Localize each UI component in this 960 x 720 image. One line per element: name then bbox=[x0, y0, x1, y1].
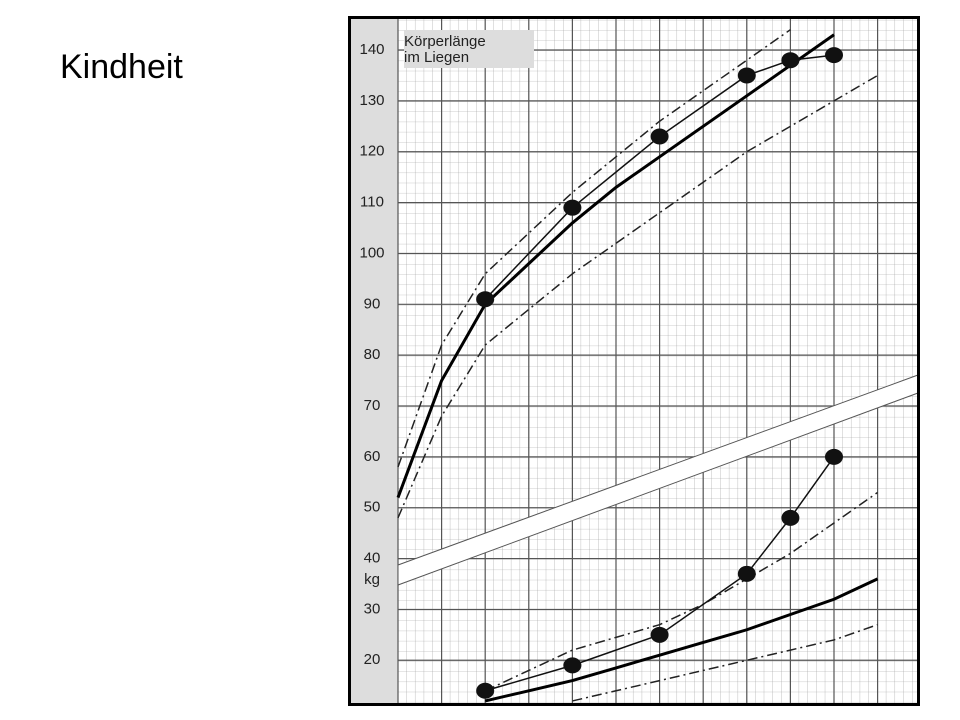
data-point bbox=[476, 291, 495, 308]
y-tick-label: 30 bbox=[364, 600, 381, 617]
y-tick-label: 70 bbox=[364, 397, 381, 414]
data-point bbox=[825, 448, 843, 465]
y-tick-label: 50 bbox=[364, 499, 381, 516]
y-tick-label: 120 bbox=[359, 143, 384, 160]
reference-curve bbox=[572, 623, 878, 702]
reference-curve bbox=[484, 491, 879, 692]
data-point bbox=[563, 199, 582, 216]
reference-curve bbox=[397, 74, 878, 519]
chart-title: Körperlänge bbox=[404, 33, 486, 50]
y-tick-label: 40 bbox=[364, 550, 381, 567]
y-tick-label: 100 bbox=[359, 244, 384, 261]
title-box bbox=[404, 30, 534, 68]
y-tick-label: 90 bbox=[364, 295, 381, 312]
reference-curve bbox=[397, 29, 791, 468]
unit-label: kg bbox=[364, 571, 380, 588]
reference-curve bbox=[396, 33, 835, 499]
connector bbox=[484, 456, 835, 692]
data-point bbox=[737, 565, 756, 582]
data-point bbox=[650, 626, 669, 643]
y-tick-label: 60 bbox=[364, 448, 381, 465]
plot-layer bbox=[396, 29, 879, 703]
y-tick-label: 110 bbox=[360, 194, 384, 211]
data-point bbox=[650, 128, 669, 145]
data-point bbox=[781, 52, 800, 69]
data-point bbox=[563, 657, 582, 674]
y-tick-label: 80 bbox=[364, 346, 381, 363]
data-point bbox=[737, 67, 756, 84]
data-point bbox=[825, 47, 843, 64]
reference-curve bbox=[484, 577, 879, 703]
data-point bbox=[476, 682, 495, 699]
y-tick-label: 20 bbox=[364, 651, 381, 668]
label-strip bbox=[350, 18, 398, 704]
slide-title: Kindheit bbox=[60, 48, 183, 86]
frame bbox=[348, 16, 920, 706]
y-tick-label: 130 bbox=[359, 92, 384, 109]
data-point bbox=[781, 509, 800, 526]
chart-title: im Liegen bbox=[404, 49, 469, 66]
y-tick-label: 140 bbox=[359, 41, 384, 58]
